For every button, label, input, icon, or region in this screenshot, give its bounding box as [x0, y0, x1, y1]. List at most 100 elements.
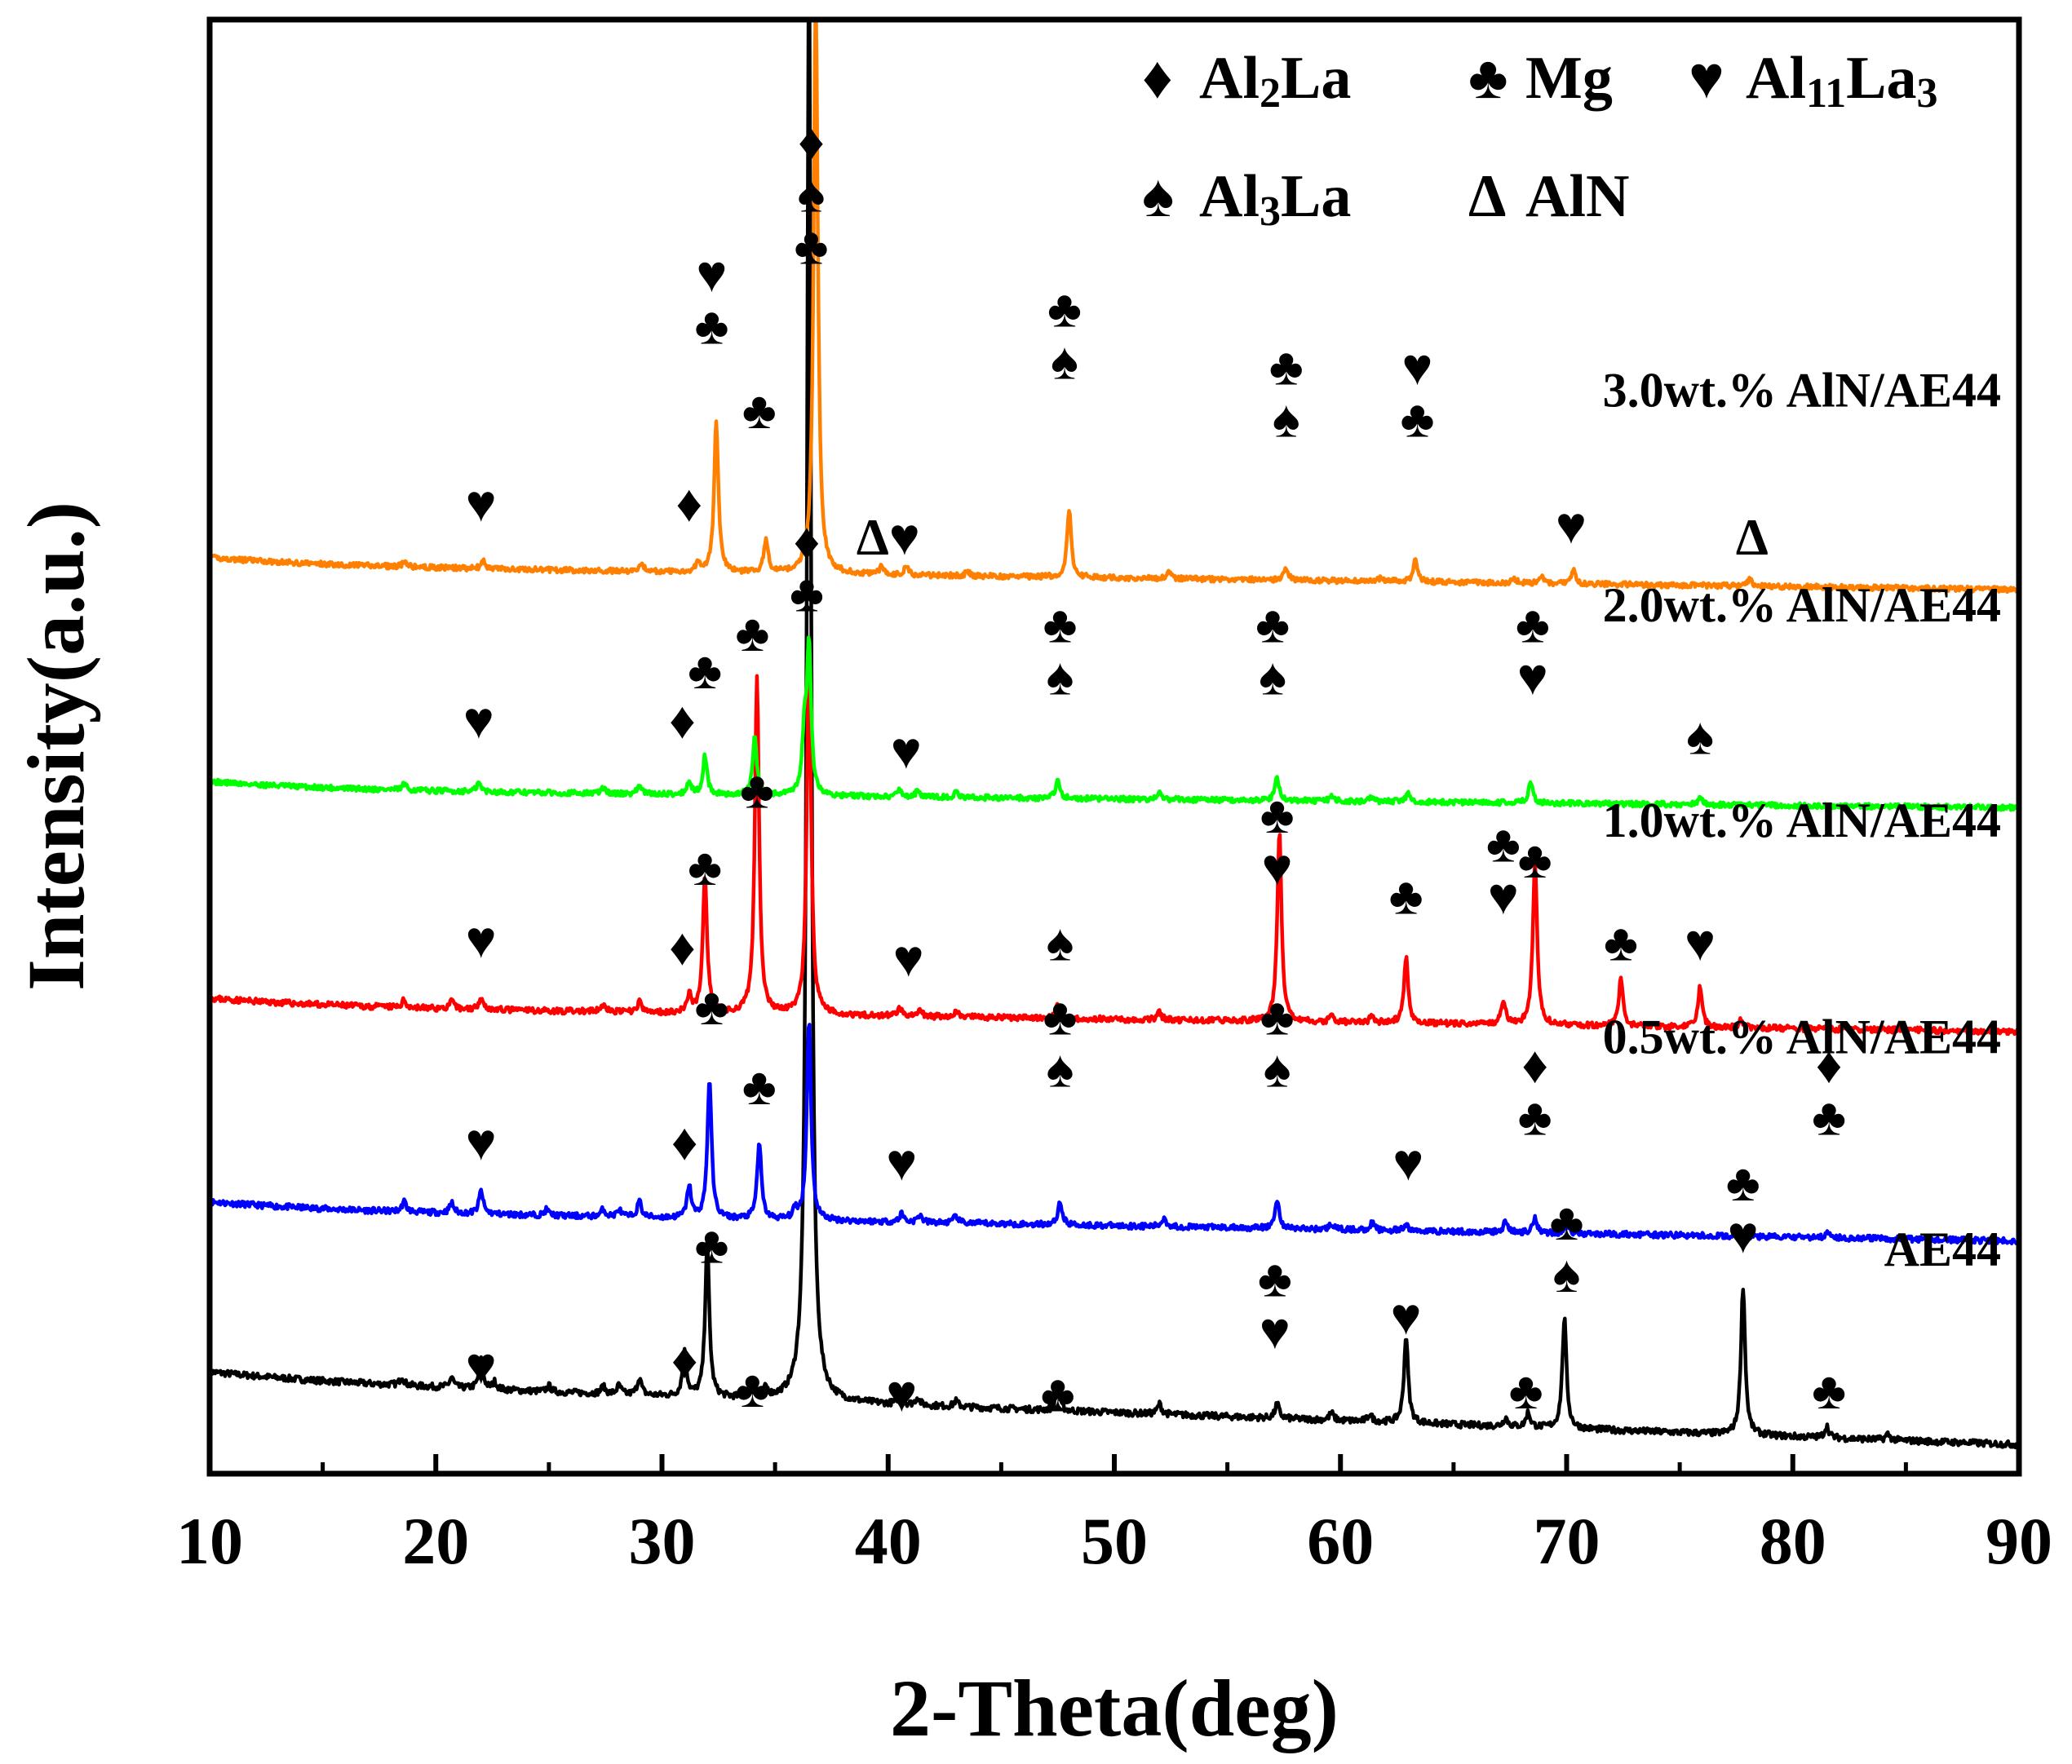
x-axis-label: 2-Theta(deg)	[890, 1663, 1339, 1753]
phase-marker: ♥	[893, 930, 924, 988]
y-axis-label: Intensity(a.u.)	[11, 502, 101, 991]
phase-marker: ♥	[1392, 1134, 1423, 1191]
phase-marker: ♥	[466, 1337, 497, 1395]
phase-marker: ♣	[1518, 831, 1552, 889]
phase-marker: ♣	[735, 1360, 769, 1418]
peak-annotation: ♦	[669, 918, 696, 976]
phase-marker: ♣	[740, 761, 774, 819]
phase-marker: ♥	[466, 911, 497, 969]
peak-annotation: ♣♠	[1047, 280, 1082, 390]
peak-annotation: ♣	[694, 978, 728, 1036]
x-tick-label: 90	[1986, 1504, 2052, 1578]
peak-annotation: ♣♠	[1255, 595, 1290, 705]
phase-marker: ♠	[1264, 1041, 1291, 1099]
legend-text: Al	[1199, 45, 1260, 112]
peak-annotation: ♣	[735, 604, 769, 662]
phase-marker: ♦	[794, 513, 821, 571]
legend-subscript: 3	[1917, 70, 1938, 117]
phase-marker: ♦	[671, 1113, 698, 1171]
legend-label: Al2La	[1199, 45, 1351, 117]
legend-symbol: ♠	[1142, 163, 1174, 230]
peak-annotation: ♣♥	[1516, 595, 1550, 705]
peak-annotation: ♣♠	[1043, 988, 1077, 1099]
peak-annotation: ♣	[1389, 868, 1423, 926]
legend-symbol: ♦	[1142, 45, 1173, 112]
legend-entry-al3la: ♠ Al3La	[1142, 163, 1351, 235]
legend-label: Al11La3	[1746, 45, 1938, 117]
peak-annotation: ♣	[1509, 1362, 1543, 1420]
series-traces	[210, 20, 2019, 1450]
peak-annotation: ♥	[891, 722, 922, 780]
peak-annotation: ♥	[466, 1337, 497, 1395]
phase-marker: ♦	[1816, 1037, 1843, 1094]
phase-marker: ♦	[798, 113, 825, 171]
legend-label: Al3La	[1199, 163, 1351, 235]
peak-annotation: ♦	[669, 692, 696, 749]
peak-annotation: ♣	[1518, 831, 1552, 889]
x-axis-ticks: 10 20 30 40 50 60 70 80 90	[176, 1454, 2052, 1578]
peak-annotation: ♣♥	[1726, 1154, 1760, 1264]
series-line-2	[210, 657, 2019, 1037]
peak-annotation: ♣♥	[1486, 816, 1521, 926]
x-tick-label: 20	[402, 1504, 469, 1578]
phase-marker: Δ♥	[857, 508, 920, 566]
phase-marker: ♥	[1728, 1206, 1759, 1264]
phase-marker: ♣	[1260, 988, 1295, 1046]
phase-marker: ♠	[1686, 707, 1714, 765]
series-line-1	[210, 1023, 2019, 1246]
sample-label: 2.0wt.% AlN/AE44	[1603, 578, 2001, 632]
phase-marker: ♥	[466, 1113, 497, 1171]
peak-annotation: ♣♠	[1043, 595, 1077, 705]
phase-marker: ♣	[688, 838, 722, 896]
phase-marker: ♠	[1553, 1245, 1581, 1303]
phase-marker: ♣	[1047, 280, 1082, 338]
phase-marker: ♣	[694, 978, 728, 1036]
peak-annotation: ♣	[694, 1216, 728, 1274]
phase-marker: ♣	[694, 1216, 728, 1274]
legend-text: La	[1281, 163, 1351, 230]
peak-annotation: ♣	[1041, 1364, 1075, 1422]
x-tick-label: 70	[1534, 1504, 1600, 1578]
phase-marker: ♣	[1516, 595, 1550, 653]
phase-marker: ♥	[1391, 1288, 1422, 1346]
legend-symbol: ♥	[1689, 45, 1724, 112]
phase-marker: ♥	[886, 1134, 917, 1191]
phase-marker: ♣	[1509, 1362, 1543, 1420]
peak-annotation: ♥	[1556, 497, 1587, 555]
peak-annotation: ♣	[740, 761, 774, 819]
phase-marker: ♥	[886, 1364, 917, 1422]
series-line-4	[210, 20, 2019, 595]
peak-annotation: ♦	[675, 475, 702, 533]
phase-marker: ♠	[1046, 648, 1074, 705]
phase-marker: ♦	[1521, 1037, 1548, 1094]
phase-marker: ♠	[1051, 332, 1078, 390]
phase-marker: ♥	[1262, 838, 1293, 896]
peak-annotation: ♥	[466, 475, 497, 533]
peak-annotation: ♥♣	[1401, 338, 1435, 449]
phase-marker: ♦	[671, 1331, 698, 1389]
peak-annotation: ♦♣	[1812, 1037, 1846, 1147]
sample-labels: 3.0wt.% AlN/AE44 2.0wt.% AlN/AE44 1.0wt.% …	[1603, 363, 2001, 1276]
phase-marker: ♣	[742, 1058, 777, 1116]
peak-annotation: ♣♠	[1260, 988, 1295, 1099]
phase-marker: Δ	[1736, 508, 1769, 566]
phase-marker: ♣	[1389, 868, 1423, 926]
phase-marker: ♣	[794, 218, 828, 276]
sample-label: 0.5wt.% AlN/AE44	[1603, 1010, 2001, 1064]
phase-marker: ♣	[1260, 786, 1295, 844]
peak-annotation: ♥	[466, 911, 497, 969]
phase-marker: ♣	[1258, 1250, 1292, 1308]
peak-annotation: ♠	[1686, 707, 1714, 765]
phase-marker: ♠	[1046, 914, 1074, 972]
peak-annotation: ♥♣	[694, 245, 728, 356]
legend-subscript: 11	[1806, 70, 1846, 117]
peak-annotation: ♦♣	[1518, 1037, 1552, 1147]
legend-text: La	[1281, 45, 1351, 112]
phase-marker: ♦	[675, 475, 702, 533]
x-tick-label: 40	[855, 1504, 922, 1578]
peak-annotation: ♣	[742, 382, 777, 440]
phase-marker: ♥	[1260, 1302, 1291, 1360]
phase-marker: ♣	[1518, 1089, 1552, 1147]
phase-marker: ♥	[1402, 338, 1433, 396]
